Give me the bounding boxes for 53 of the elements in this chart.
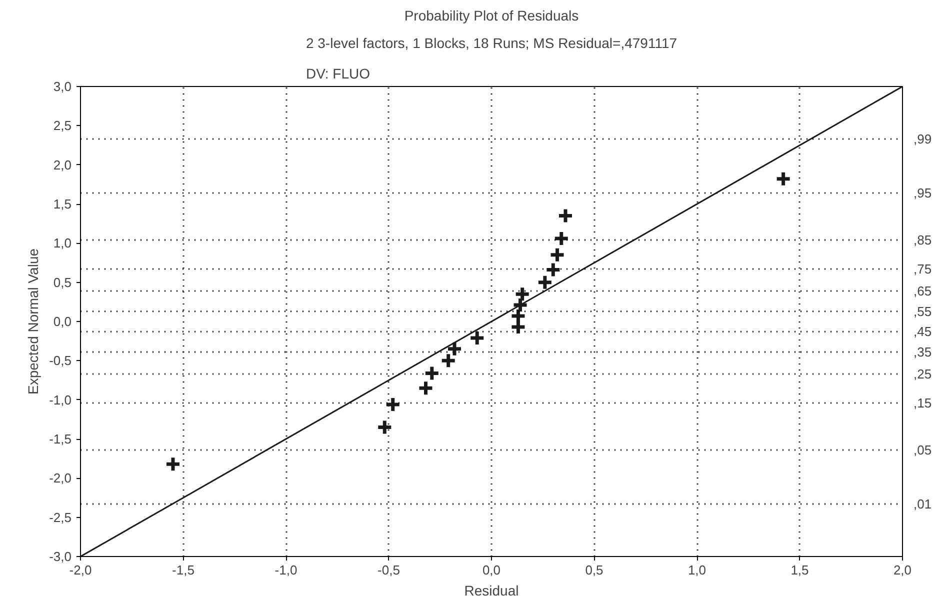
point (512, 296, 529, 314)
point (557, 208, 574, 224)
y-tick-label: -0,5 (49, 353, 72, 368)
x-tick-label: 1,5 (790, 562, 809, 578)
y-tick-label: 0,5 (53, 274, 72, 290)
y-tick-label: 1,5 (53, 196, 72, 212)
x-tick-label: -1,0 (274, 562, 298, 578)
text: ,55 (914, 304, 932, 319)
y-tick-label: 1,0 (53, 236, 72, 251)
x-tick-label: 1,0 (688, 562, 706, 578)
text: ,95 (914, 186, 932, 201)
y-tick-label: -1,5 (49, 432, 72, 446)
text: ,05 (914, 442, 932, 458)
point (514, 286, 531, 302)
point (376, 419, 393, 436)
point (775, 170, 792, 188)
point (424, 364, 440, 382)
x-tick-label: 2,0 (893, 562, 912, 578)
y-tick-label: 2,0 (53, 157, 72, 172)
x-tick-label: -2,0 (69, 562, 92, 578)
x-tick-label: -0,5 (378, 562, 400, 578)
y-tick-label: -2,5 (49, 510, 72, 525)
chart-subtitle: 2 3-level factors, 1 Blocks, 18 Runs; MS Residual=,4791117 DV: FLUO (306, 35, 678, 82)
y-tick-label: 2,5 (53, 118, 72, 134)
text: ,25 (914, 366, 932, 382)
point (417, 380, 434, 396)
text: ,01 (914, 496, 932, 512)
point (544, 262, 562, 278)
x-axis-title: Residual (464, 582, 519, 598)
x-tick-label: 0,0 (482, 562, 501, 578)
y-tick-label: -1,0 (49, 392, 72, 408)
text: ,65 (914, 283, 932, 298)
point (549, 246, 566, 264)
point (510, 308, 526, 324)
text: ,45 (914, 324, 932, 340)
text: ,75 (914, 262, 932, 277)
text: ,99 (914, 131, 932, 146)
y-tick-label: 3,0 (53, 79, 72, 94)
chart-title: Probability Plot of Residuals (404, 8, 579, 24)
point (536, 274, 554, 291)
y-tick-label: -2,0 (49, 470, 72, 486)
text: ,35 (914, 344, 932, 360)
y-tick-label: -3,0 (49, 549, 72, 564)
x-tick-label: -1,5 (172, 562, 194, 578)
point (164, 456, 182, 472)
point (468, 330, 486, 346)
text: ,85 (914, 232, 932, 248)
x-tick-label: 0,5 (585, 562, 604, 578)
y-axis-title: Expected Normal Value (25, 248, 42, 395)
y-tick-label: 0,0 (53, 314, 72, 329)
text: ,15 (914, 395, 932, 410)
point (384, 396, 402, 413)
point (553, 230, 570, 247)
